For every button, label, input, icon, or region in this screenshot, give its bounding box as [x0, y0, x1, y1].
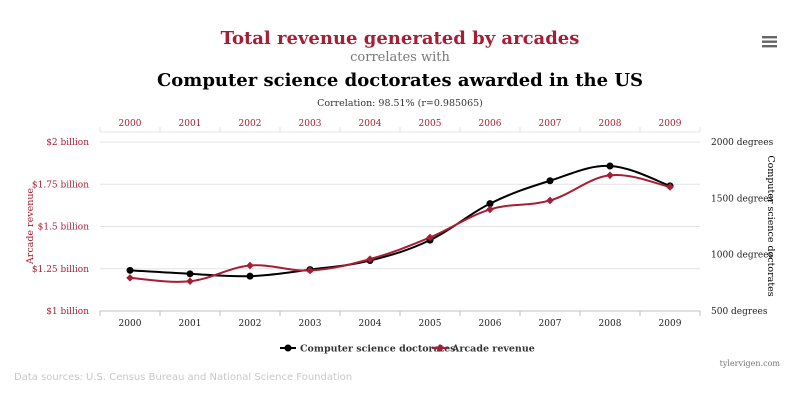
- top-x-tick-label: 2008: [599, 119, 622, 129]
- data-point-arcade[interactable]: [486, 205, 494, 214]
- chart-title: Total revenue generated by arcades: [221, 28, 580, 49]
- top-x-tick-label: 2003: [299, 119, 322, 129]
- left-tick-label: $1 billion: [46, 307, 89, 317]
- x-tick-label: 2008: [599, 319, 622, 329]
- right-tick-label: 1500 degrees: [711, 194, 774, 204]
- chart-subtitle: correlates with: [350, 50, 450, 65]
- left-tick-label: $1.5 billion: [38, 223, 90, 233]
- legend-label-arcade: Arcade revenue: [451, 344, 535, 355]
- data-point-doctorates[interactable]: [186, 270, 194, 278]
- top-x-tick-label: 2009: [659, 119, 682, 129]
- top-x-tick-label: 2004: [359, 119, 382, 129]
- left-tick-label: $1.75 billion: [32, 180, 89, 190]
- data-point-arcade[interactable]: [666, 183, 674, 191]
- right-axis-title: Computer science doctorates: [765, 155, 776, 296]
- series-arcade: [126, 171, 674, 286]
- credit-label: tylervigen.com: [720, 359, 781, 368]
- correlation-label: Correlation: 98.51% (r=0.985065): [317, 98, 483, 109]
- data-point-arcade[interactable]: [366, 255, 374, 263]
- top-x-tick-label: 2005: [419, 119, 442, 129]
- x-tick-label: 2006: [479, 319, 502, 329]
- x-tick-label: 2009: [659, 319, 682, 329]
- chart-second-title: Computer science doctorates awarded in t…: [157, 70, 643, 91]
- data-point-arcade[interactable]: [126, 274, 134, 282]
- data-sources-label: Data sources: U.S. Census Bureau and Nat…: [14, 372, 352, 383]
- data-point-arcade[interactable]: [426, 233, 434, 242]
- series-line-doctorates: [129, 164, 671, 278]
- left-axis-title: Arcade revenue: [25, 188, 36, 265]
- x-tick-label: 2002: [239, 319, 262, 329]
- top-x-tick-label: 2002: [239, 119, 262, 129]
- x-tick-label: 2001: [179, 319, 202, 329]
- data-point-doctorates[interactable]: [606, 162, 614, 170]
- legend-item-arcade[interactable]: Arcade revenue: [432, 344, 535, 355]
- hamburger-menu-icon[interactable]: [758, 30, 780, 50]
- right-tick-label: 1000 degrees: [711, 251, 774, 261]
- data-point-arcade[interactable]: [546, 196, 554, 205]
- right-tick-label: 2000 degrees: [711, 138, 774, 148]
- data-point-doctorates[interactable]: [486, 200, 494, 208]
- data-point-doctorates[interactable]: [126, 266, 134, 274]
- left-tick-label: $2 billion: [46, 138, 89, 148]
- data-point-doctorates[interactable]: [546, 177, 554, 185]
- top-x-tick-label: 2007: [539, 119, 562, 129]
- legend: Computer science doctorates Arcade reven…: [280, 344, 535, 355]
- x-tick-label: 2007: [539, 319, 562, 329]
- data-point-doctorates[interactable]: [246, 272, 254, 280]
- left-tick-label: $1.25 billion: [32, 265, 89, 275]
- top-x-tick-label: 2006: [479, 119, 502, 129]
- x-tick-label: 2005: [419, 319, 442, 329]
- data-point-arcade[interactable]: [246, 261, 254, 270]
- top-x-tick-label: 2001: [179, 119, 202, 129]
- legend-item-doctorates[interactable]: Computer science doctorates: [280, 344, 456, 355]
- legend-label-doctorates: Computer science doctorates: [300, 344, 456, 355]
- data-point-arcade[interactable]: [186, 277, 194, 286]
- x-tick-label: 2003: [299, 319, 322, 329]
- data-point-arcade[interactable]: [306, 266, 314, 275]
- right-tick-label: 500 degrees: [711, 307, 768, 317]
- series-layer: [126, 162, 674, 286]
- data-point-arcade[interactable]: [606, 171, 614, 180]
- axes: 2000 2000 2001 2001 2002 2002 2003 2003 2004 2004…: [32, 119, 774, 329]
- x-tick-label: 2000: [119, 319, 142, 329]
- series-line-arcade: [129, 174, 671, 283]
- top-x-tick-label: 2000: [119, 119, 142, 129]
- x-tick-label: 2004: [359, 319, 382, 329]
